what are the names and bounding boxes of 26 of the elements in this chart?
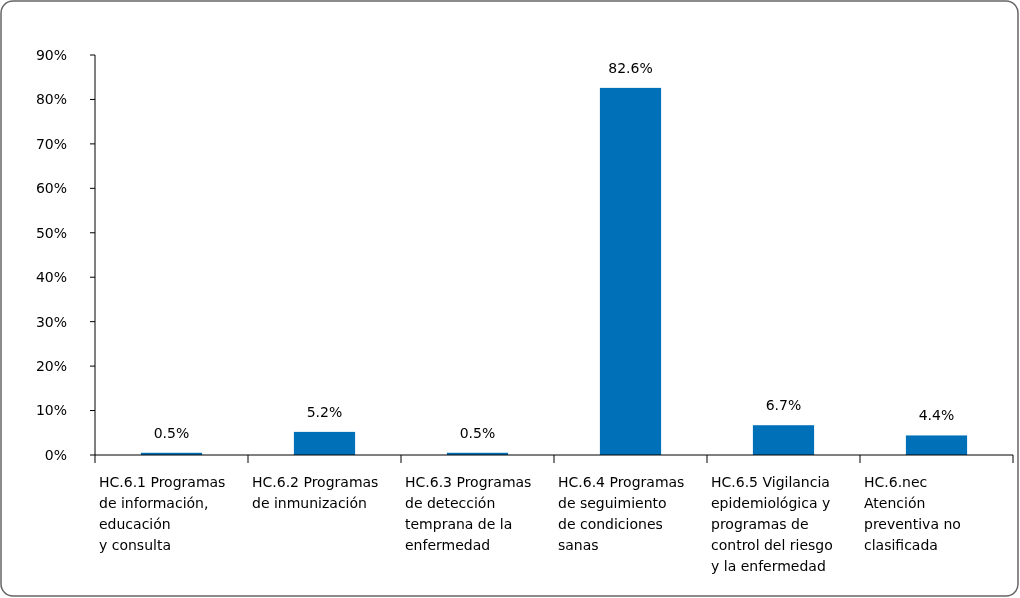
bar	[599, 87, 662, 455]
y-tick-label: 60%	[35, 180, 67, 197]
x-tick-label: HC.6.2 Programas de inmunización	[252, 474, 379, 511]
data-label: 82.6%	[608, 59, 653, 76]
y-tick-label: 70%	[35, 135, 67, 152]
data-label: 4.4%	[918, 407, 955, 424]
x-tick-label: HC.6.5 Vigilancia epidemiológica y programas de control del riesgo y la enfermedad	[711, 474, 833, 574]
y-tick-label: 10%	[35, 402, 67, 419]
x-tick-label: HC.6.1 Programas de información, educación y consulta	[99, 474, 226, 553]
data-label: 0.5%	[153, 424, 190, 441]
y-tick-label: 80%	[35, 91, 67, 108]
y-tick-label: 30%	[35, 313, 67, 330]
data-label: 5.2%	[306, 403, 343, 420]
bar	[293, 431, 356, 455]
y-tick-label: 50%	[35, 224, 67, 241]
x-tick-label: HC.6.4 Programas de seguimiento de condiciones sanas	[558, 474, 685, 553]
x-tick-label: HC.6.3 Programas de detección temprana de la enfermedad	[405, 474, 532, 553]
y-tick-label: 0%	[44, 446, 67, 463]
bar	[905, 435, 968, 455]
y-tick-label: 90%	[35, 46, 67, 63]
bar	[752, 425, 815, 455]
y-tick-label: 40%	[35, 269, 67, 286]
data-label: 0.5%	[459, 424, 496, 441]
data-label: 6.7%	[765, 397, 802, 414]
y-tick-label: 20%	[35, 358, 67, 375]
x-tick-label: HC.6.nec Atención preventiva no clasificada	[864, 474, 961, 553]
